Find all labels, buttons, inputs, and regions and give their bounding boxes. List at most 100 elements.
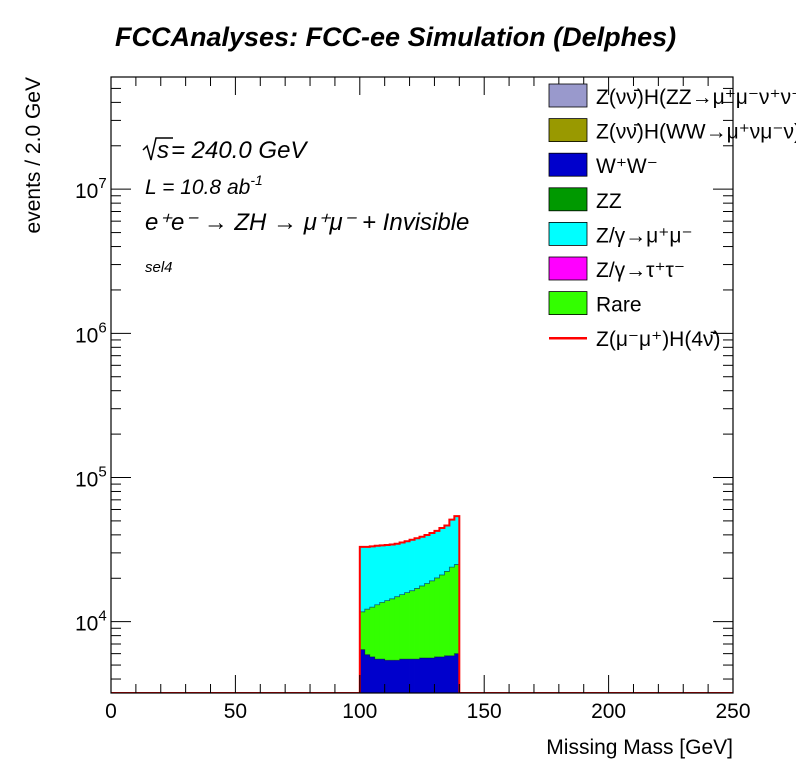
bar-ww-6 (389, 660, 396, 693)
bar-rare-1 (364, 609, 371, 655)
bar-rare-7 (394, 596, 401, 661)
axis-ticks: 0 50 100 150 200 250 104 105 106 107 (75, 76, 751, 723)
sqrt-symbol-icon (142, 137, 173, 161)
lumi-main: L = 10.8 ab (145, 176, 251, 199)
bar-zmumu-1 (364, 546, 371, 610)
bar-rare-4 (379, 602, 386, 660)
y-axis-label: events / 2.0 GeV (22, 77, 45, 233)
stacked-bars (359, 515, 460, 693)
bar-zmumu-11 (414, 538, 420, 589)
y-tick-label-2: 106 (75, 319, 107, 347)
bar-ww-19 (454, 653, 460, 693)
lumi-annotation: L = 10.8 ab-1 (145, 172, 263, 199)
bar-ww-7 (394, 660, 401, 693)
legend-swatch-3 (548, 187, 588, 212)
bar-rare-15 (434, 577, 440, 657)
energy-value: = 240.0 GeV (171, 137, 308, 164)
bar-rare-17 (444, 571, 450, 656)
bar-rare-13 (424, 583, 430, 658)
bar-zmumu-0 (359, 546, 366, 612)
legend-label-7: Z(μ⁻μ⁺)H(4ν̄) (596, 328, 721, 351)
legend-swatch-1 (548, 118, 588, 142)
bar-ww-4 (379, 659, 386, 693)
legend-label-6: Rare (596, 294, 642, 317)
bar-zmumu-3 (374, 545, 381, 605)
bar-rare-11 (414, 588, 420, 660)
bar-ww-11 (414, 659, 420, 693)
bar-rare-0 (359, 611, 366, 650)
bar-ww-10 (409, 659, 415, 693)
bar-zmumu-13 (424, 535, 430, 584)
legend-swatch-5 (548, 256, 588, 281)
bar-rare-18 (449, 567, 455, 656)
chart-title: FCCAnalyses: FCC-ee Simulation (Delphes) (115, 22, 676, 52)
process-annotation: e⁺e⁻ → ZH → μ⁺μ⁻ + Invisible (145, 209, 469, 236)
bar-ww-12 (419, 657, 425, 693)
x-axis-label: Missing Mass [GeV] (546, 736, 733, 759)
bar-ww-2 (369, 656, 376, 693)
bar-zmumu-17 (444, 525, 450, 572)
bar-rare-3 (374, 604, 381, 660)
energy-annotation: s = 240.0 GeV (142, 137, 308, 164)
legend: Z(νν̄)H(ZZ→μ⁺μ⁻ν⁺ν⁻) Z(νν̄)H(WW→μ⁺νμ⁻ν) W⁺… (548, 83, 796, 351)
bar-rare-14 (429, 580, 435, 658)
bar-zmumu-19 (454, 516, 460, 565)
bar-zmumu-7 (394, 543, 401, 597)
x-tick-label-1: 50 (224, 700, 247, 723)
bar-zmumu-5 (384, 545, 391, 601)
y-tick-label-1: 105 (75, 464, 107, 492)
bar-ww-18 (449, 655, 455, 693)
bar-ww-8 (399, 659, 405, 693)
y-tick-label-0: 104 (75, 608, 107, 636)
bar-zmumu-12 (419, 536, 425, 586)
bar-ww-1 (364, 654, 371, 693)
bar-rare-2 (369, 607, 376, 657)
annotations: s = 240.0 GeV L = 10.8 ab-1 e⁺e⁻ → ZH → … (142, 137, 469, 276)
bar-ww-5 (384, 660, 391, 693)
bar-ww-0 (359, 649, 366, 693)
legend-label-2: W⁺W⁻ (596, 155, 658, 178)
bar-zmumu-18 (449, 519, 455, 568)
bar-rare-16 (439, 574, 445, 657)
bar-ww-14 (429, 657, 435, 693)
lumi-exponent: -1 (250, 172, 262, 188)
legend-label-1: Z(νν̄)H(WW→μ⁺νμ⁻ν) (596, 121, 796, 144)
bar-zmumu-2 (369, 546, 376, 608)
bar-zmumu-4 (379, 545, 386, 603)
selection-annotation: sel4 (145, 259, 173, 276)
plot-frame (110, 76, 734, 694)
bar-zmumu-6 (389, 544, 396, 599)
x-tick-label-0: 0 (105, 700, 117, 723)
x-tick-label-5: 250 (715, 700, 750, 723)
legend-swatch-4 (548, 221, 588, 246)
signal-line (111, 515, 733, 693)
bar-zmumu-16 (439, 528, 445, 575)
legend-label-0: Z(νν̄)H(ZZ→μ⁺μ⁻ν⁺ν⁻) (596, 86, 796, 109)
bar-zmumu-15 (434, 530, 440, 578)
bar-rare-12 (419, 585, 425, 658)
bar-zmumu-14 (429, 533, 435, 581)
bar-ww-17 (444, 655, 450, 693)
legend-label-5: Z/γ→τ⁺τ⁻ (596, 259, 685, 282)
bar-zmumu-8 (399, 542, 405, 595)
bar-rare-9 (404, 592, 410, 660)
legend-label-4: Z/γ→μ⁺μ⁻ (596, 224, 693, 247)
bar-ww-15 (434, 656, 440, 693)
bar-rare-19 (454, 564, 460, 654)
legend-swatch-0 (548, 83, 588, 108)
x-tick-label-4: 200 (591, 700, 626, 723)
bar-ww-9 (404, 659, 410, 693)
bar-rare-5 (384, 600, 391, 661)
legend-swatch-6 (548, 291, 588, 316)
stack-outline-0 (359, 649, 460, 661)
bar-ww-16 (439, 656, 445, 693)
bar-zmumu-10 (409, 539, 415, 591)
legend-label-3: ZZ (596, 190, 622, 213)
bar-rare-8 (399, 594, 405, 660)
energy-sqrt: s (157, 137, 169, 164)
stack-outline-1 (359, 564, 460, 613)
x-tick-label-3: 150 (467, 700, 502, 723)
bar-rare-6 (389, 598, 396, 661)
y-tick-label-3: 107 (75, 175, 107, 203)
